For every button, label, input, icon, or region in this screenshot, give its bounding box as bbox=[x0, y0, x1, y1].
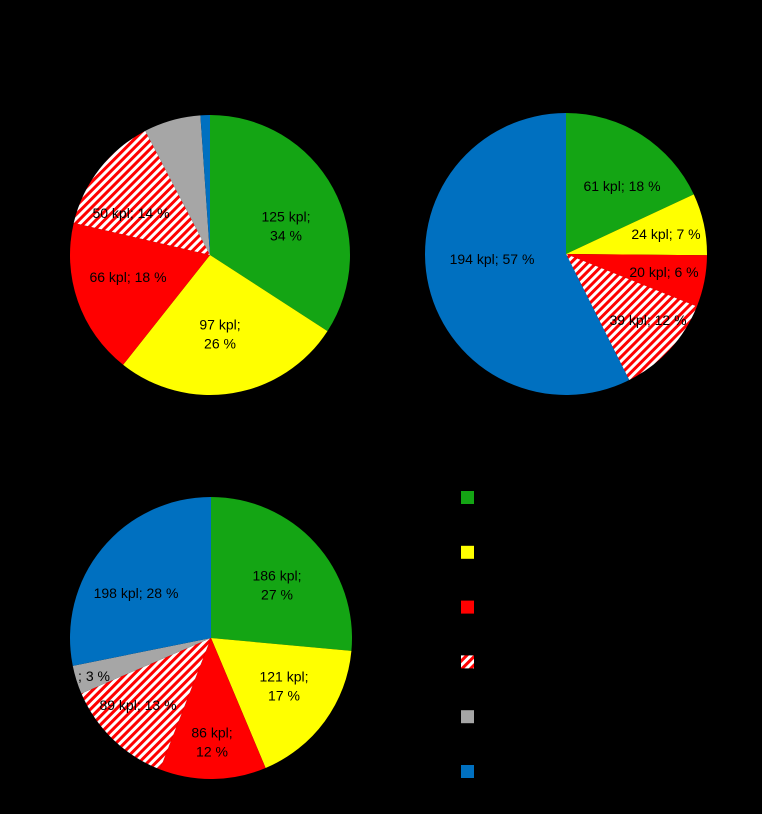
pie-slices bbox=[425, 112, 707, 395]
pie-slice-red-hatch bbox=[73, 130, 211, 255]
pie-labels: 186 kpl; 27 % 121 kpl; 17 % 86 kpl; 12 % 89 kp… bbox=[78, 568, 308, 760]
slice-label-line: 27 % bbox=[261, 587, 293, 603]
legend bbox=[461, 491, 474, 778]
pie-slice-gray bbox=[72, 638, 211, 694]
red-hatched-square-icon bbox=[461, 655, 474, 669]
pie-chart-bottom-left: 186 kpl; 27 % 121 kpl; 17 % 86 kpl; 12 % 89 kp… bbox=[70, 497, 353, 779]
slice-label-line: 20 kpl; 6 % bbox=[629, 264, 698, 280]
pie-slice-yellow bbox=[566, 194, 707, 256]
slice-label-green: 125 kpl; 34 % bbox=[261, 209, 310, 244]
slice-label-line: 198 kpl; 28 % bbox=[94, 585, 179, 601]
pie-chart-top-right: 61 kpl; 18 % 24 kpl; 7 % 20 kpl; 6 % 39 kpl… bbox=[425, 112, 707, 395]
slice-label-line: 121 kpl; bbox=[259, 669, 308, 685]
slice-label-line: 125 kpl; bbox=[261, 209, 310, 225]
slice-label-red-hatch: 50 kpl; 14 % bbox=[92, 205, 169, 221]
slice-label-red: 20 kpl; 6 % bbox=[629, 264, 698, 280]
pie-labels: 61 kpl; 18 % 24 kpl; 7 % 20 kpl; 6 % 39 kpl… bbox=[450, 178, 701, 328]
slice-label-red: 86 kpl; 12 % bbox=[191, 725, 232, 760]
pie-slice-gray bbox=[145, 115, 210, 255]
slice-label-yellow: 97 kpl; 26 % bbox=[199, 317, 240, 352]
slice-label-yellow: 24 kpl; 7 % bbox=[631, 226, 700, 242]
yellow-square-icon bbox=[461, 545, 474, 559]
slice-label-red-hatch: 39 kpl; 12 % bbox=[609, 312, 686, 328]
pie-slice-green bbox=[211, 497, 353, 651]
slice-label-line: 89 kpl; 13 % bbox=[99, 697, 176, 713]
slice-label-line: ; 3 % bbox=[78, 668, 110, 684]
pie-slice-red bbox=[69, 222, 210, 365]
slice-label-green: 61 kpl; 18 % bbox=[583, 178, 660, 194]
pie-slice-yellow bbox=[211, 638, 352, 768]
pie-chart-top-left: 125 kpl; 34 % 97 kpl; 26 % 66 kpl; 18 % 50 kp… bbox=[69, 115, 351, 396]
slice-label-line: 66 kpl; 18 % bbox=[89, 269, 166, 285]
slice-label-line: 97 kpl; bbox=[199, 317, 240, 333]
pie-slices bbox=[69, 115, 351, 396]
slice-label-line: 24 kpl; 7 % bbox=[631, 226, 700, 242]
slice-label-line: 26 % bbox=[204, 336, 236, 352]
pie-slice-blue bbox=[200, 115, 210, 255]
slice-label-line: 61 kpl; 18 % bbox=[583, 178, 660, 194]
pie-slice-red-hatch bbox=[81, 638, 212, 770]
slice-label-green: 186 kpl; 27 % bbox=[252, 568, 301, 603]
slice-label-line: 186 kpl; bbox=[252, 568, 301, 584]
pies-layer: 125 kpl; 34 % 97 kpl; 26 % 66 kpl; 18 % 50 kp… bbox=[69, 112, 707, 779]
slice-label-blue: 194 kpl; 57 % bbox=[450, 251, 535, 267]
slice-label-gray: ; 3 % bbox=[78, 668, 110, 684]
pie-slice-red bbox=[159, 638, 266, 779]
pie-slices bbox=[70, 497, 353, 779]
slice-label-line: 39 kpl; 12 % bbox=[609, 312, 686, 328]
pie-slice-red-hatch bbox=[566, 254, 697, 381]
slice-label-line: 194 kpl; 57 % bbox=[450, 251, 535, 267]
pie-slice-green bbox=[210, 115, 351, 332]
red-square-icon bbox=[461, 600, 474, 614]
slice-label-line: 34 % bbox=[270, 228, 302, 244]
pie-slice-blue bbox=[70, 497, 211, 666]
slice-label-red: 66 kpl; 18 % bbox=[89, 269, 166, 285]
pie-slice-green bbox=[566, 112, 694, 254]
slice-label-line: 50 kpl; 14 % bbox=[92, 205, 169, 221]
pie-labels: 125 kpl; 34 % 97 kpl; 26 % 66 kpl; 18 % 50 kp… bbox=[89, 205, 310, 352]
gray-square-icon bbox=[461, 710, 474, 724]
blue-square-icon bbox=[461, 765, 474, 778]
slice-label-yellow: 121 kpl; 17 % bbox=[259, 669, 308, 704]
slice-label-line: 86 kpl; bbox=[191, 725, 232, 741]
pie-slice-red bbox=[566, 254, 707, 307]
pie-slice-blue bbox=[425, 113, 630, 395]
green-square-icon bbox=[461, 491, 474, 504]
slice-label-blue: 198 kpl; 28 % bbox=[94, 585, 179, 601]
slice-label-line: 17 % bbox=[268, 688, 300, 704]
slice-label-red-hatch: 89 kpl; 13 % bbox=[99, 697, 176, 713]
slice-label-line: 12 % bbox=[196, 744, 228, 760]
pie-slice-yellow bbox=[123, 255, 328, 396]
